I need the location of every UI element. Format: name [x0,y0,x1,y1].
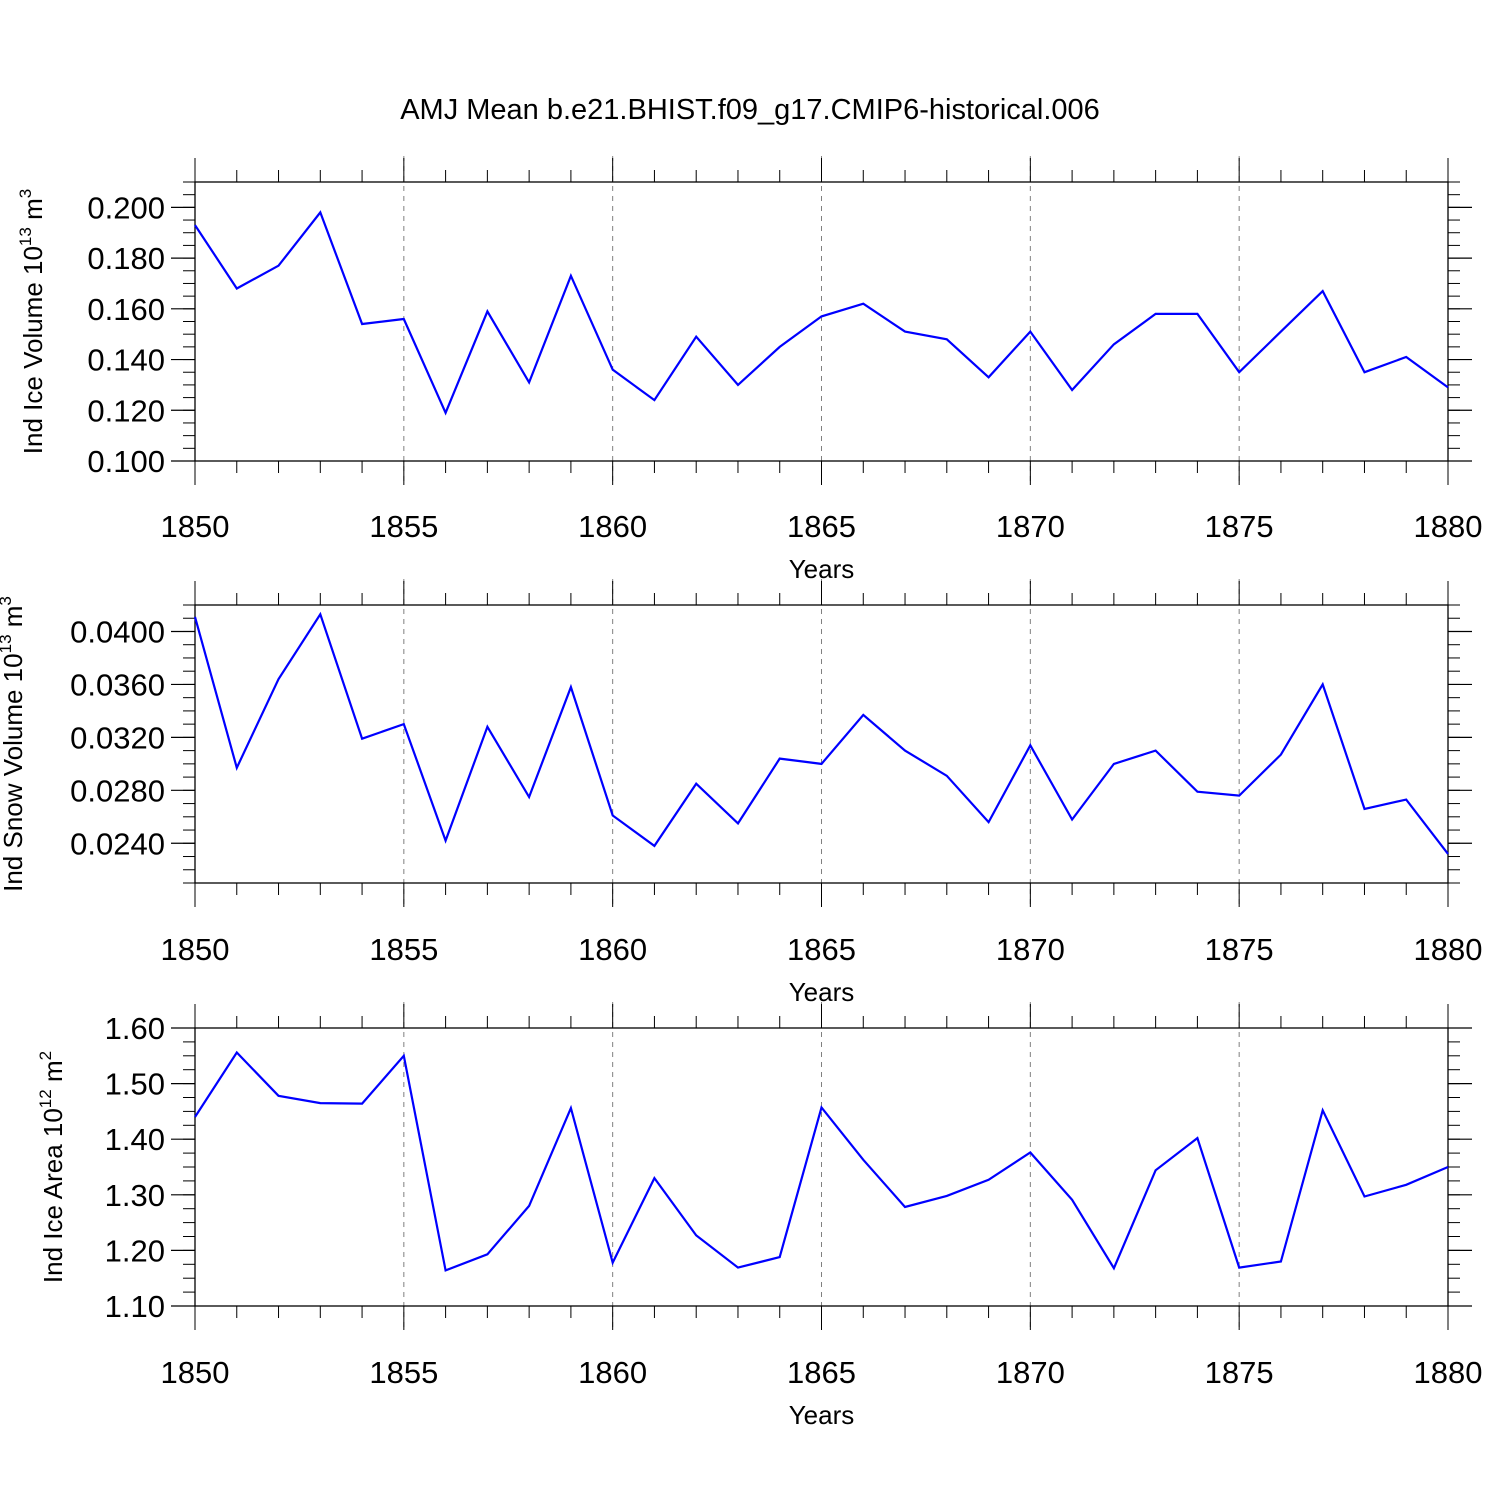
x-tick-label: 1870 [996,509,1065,544]
x-tick-label: 1850 [161,932,230,967]
x-tick-label: 1875 [1205,1355,1274,1390]
y-tick-label: 1.40 [105,1122,165,1157]
x-tick-label: 1855 [369,1355,438,1390]
x-tick-label: 1855 [369,932,438,967]
snow-volume-line [193,611,1449,855]
y-tick-label: 1.60 [105,1011,165,1046]
x-tick-label: 1855 [369,509,438,544]
chart-title: AMJ Mean b.e21.BHIST.f09_g17.CMIP6-histo… [400,94,1100,126]
y-tick-label: 1.30 [105,1178,165,1213]
x-tick-label: 1875 [1205,932,1274,967]
y-tick-label: 0.0400 [70,614,165,649]
x-tick-label: 1860 [578,932,647,967]
y-tick-label: 0.200 [87,190,165,225]
x-tick-label: 1865 [787,932,856,967]
plot-frame [194,181,1449,462]
x-tick-label: 1850 [161,1355,230,1390]
x-tick-label: 1875 [1205,509,1274,544]
y-axis-label: Ind Ice Volume 1013 m3 [16,189,48,454]
y-tick-label: 0.0320 [70,720,165,755]
x-axis-label: Years [789,1400,855,1430]
x-tick-label: 1870 [996,1355,1065,1390]
x-tick-label: 1880 [1414,932,1483,967]
y-tick-label: 0.0280 [70,773,165,808]
panel-snow-volume: 0.0240 0.0280 0.0320 0.0360 0.0400 1850 1855 1… [0,579,1482,1007]
y-tick-label: 1.50 [105,1067,165,1102]
y-axis-label: Ind Ice Area 1012 m2 [36,1051,68,1283]
x-tick-label: 1865 [787,509,856,544]
y-tick-label: 0.0360 [70,667,165,702]
y-tick-label: 0.100 [87,444,165,479]
x-tick-label: 1880 [1414,1355,1483,1390]
y-tick-label: 0.140 [87,343,165,378]
y-tick-label: 1.20 [105,1233,165,1268]
x-tick-label: 1850 [161,509,230,544]
y-tick-label: 0.180 [87,241,165,276]
y-tick-label: 1.10 [105,1289,165,1324]
x-tick-label: 1865 [787,1355,856,1390]
x-tick-label: 1860 [578,1355,647,1390]
ice-volume-line [194,210,1449,416]
y-axis-label: Ind Snow Volume 1013 m3 [0,596,28,892]
panel-ice-volume: 0.100 0.120 0.140 0.160 0.180 0.200 1850 1855 1… [16,156,1482,584]
plot-frame [194,604,1449,884]
y-tick-label: 0.120 [87,393,165,428]
y-tick-label: 0.160 [87,292,165,327]
x-tick-label: 1870 [996,932,1065,967]
x-tick-label: 1880 [1414,509,1483,544]
x-tick-label: 1860 [578,509,647,544]
panel-ice-area: 1.10 1.20 1.30 1.40 1.50 1.60 1850 1855 1860 186… [36,1002,1482,1430]
y-tick-label: 0.0240 [70,826,165,861]
